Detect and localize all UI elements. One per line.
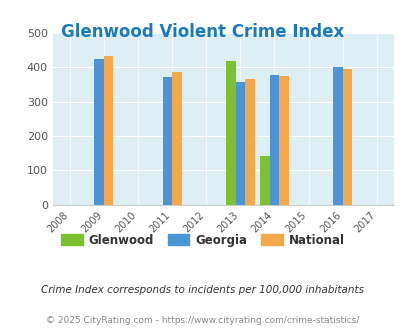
Bar — [245, 79, 254, 205]
Text: Glenwood Violent Crime Index: Glenwood Violent Crime Index — [61, 23, 344, 41]
Bar — [162, 77, 172, 205]
Bar — [342, 69, 352, 205]
Bar — [279, 76, 288, 205]
Bar — [104, 56, 113, 205]
Bar — [269, 75, 279, 205]
Bar — [235, 82, 245, 205]
Bar — [260, 155, 269, 205]
Bar — [172, 72, 181, 205]
Bar — [94, 59, 104, 205]
Bar — [332, 67, 342, 205]
Legend: Glenwood, Georgia, National: Glenwood, Georgia, National — [57, 229, 348, 251]
Text: Crime Index corresponds to incidents per 100,000 inhabitants: Crime Index corresponds to incidents per… — [41, 285, 364, 295]
Bar — [226, 61, 235, 205]
Text: © 2025 CityRating.com - https://www.cityrating.com/crime-statistics/: © 2025 CityRating.com - https://www.city… — [46, 315, 359, 325]
